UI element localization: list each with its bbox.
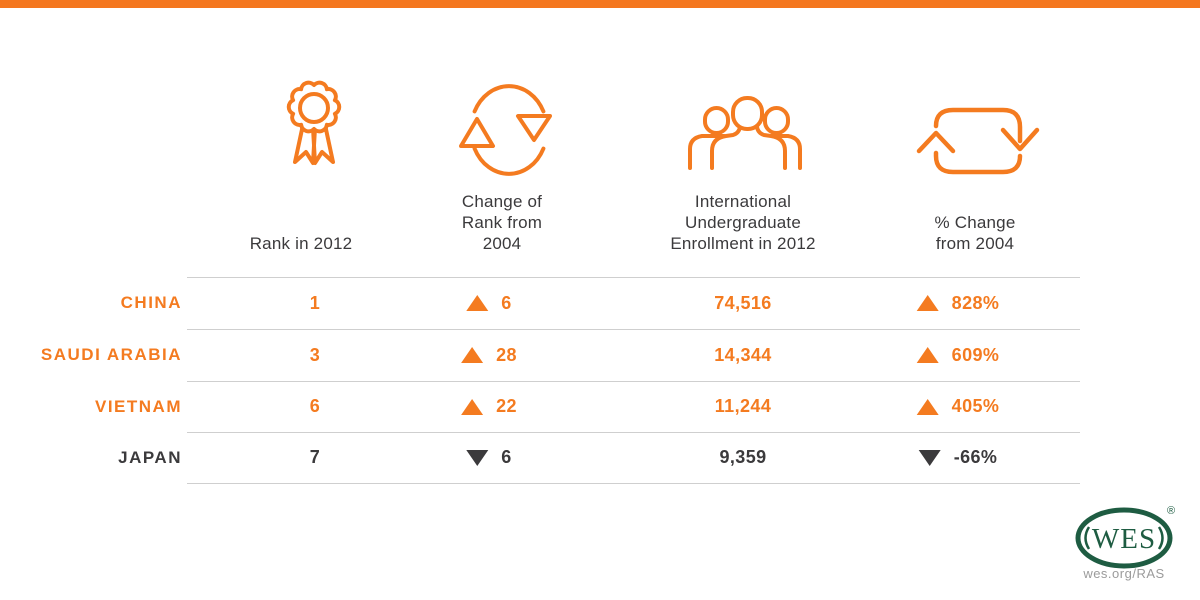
pct-change-cell: 828%: [916, 277, 1000, 329]
down-triangle-icon: [466, 449, 489, 466]
pct-change-cell: 609%: [916, 329, 1000, 381]
logo-left-paren: [1084, 526, 1091, 550]
rank-change-cell: 6: [466, 277, 511, 329]
pct-change-value: -66%: [953, 447, 998, 467]
down-triangle-icon: [918, 449, 941, 466]
pct-change-cell: -66%: [918, 432, 998, 483]
table-row-saudi-arabia: SAUDI ARABIA 3 28 14,344 609%: [0, 329, 1200, 381]
enrollment-value: 9,359: [719, 447, 767, 467]
rank-change-cell: 28: [461, 329, 517, 381]
column-header-rank-change: Change of Rank from 2004: [461, 192, 543, 253]
up-triangle-icon: [461, 398, 484, 415]
up-triangle-icon: [916, 347, 939, 363]
rank-change-value: 6: [501, 292, 512, 313]
country-label: VIETNAM: [95, 396, 182, 416]
rank-change-value: 22: [496, 396, 517, 416]
row-divider: [187, 432, 1080, 433]
pct-change-cell: 405%: [916, 381, 1000, 432]
column-header-enrollment: International Undergraduate Enrollment i…: [670, 192, 816, 253]
rank-value: 1: [309, 292, 321, 313]
country-label: SAUDI ARABIA: [40, 345, 182, 364]
award-ribbon-icon: [286, 80, 342, 165]
rank-value: 3: [309, 344, 321, 365]
rank-swap-arrows-icon: [459, 84, 552, 176]
column-header-pct-change: % Change from 2004: [934, 213, 1016, 253]
pct-change-value: 828%: [951, 292, 1000, 313]
enrollment-value: 11,244: [714, 396, 772, 416]
brand-top-bar: [0, 0, 1200, 8]
pct-change-value: 609%: [951, 344, 1000, 365]
row-divider: [187, 483, 1080, 484]
country-label: JAPAN: [118, 447, 182, 467]
up-triangle-icon: [461, 347, 484, 363]
row-divider: [187, 277, 1080, 278]
pct-change-value: 405%: [951, 396, 1000, 416]
logo-right-paren: [1157, 526, 1164, 550]
logo-wordmark: WES: [1092, 523, 1156, 555]
table-row-china: CHINA 1 6 74,516 828%: [0, 277, 1200, 329]
up-triangle-icon: [916, 398, 939, 415]
row-divider: [187, 381, 1080, 382]
rank-change-cell: 22: [461, 381, 517, 432]
enrollment-value: 14,344: [714, 344, 772, 365]
rank-change-cell: 6: [466, 432, 511, 483]
rank-change-value: 28: [496, 344, 517, 365]
rank-value: 7: [309, 447, 321, 467]
table-row-japan: JAPAN 7 6 9,359 -66%: [0, 432, 1200, 483]
people-group-icon: [688, 96, 802, 170]
wes-logo: WES ®: [1075, 505, 1175, 569]
rank-value: 6: [309, 396, 321, 416]
country-label: CHINA: [120, 293, 182, 312]
up-triangle-icon: [916, 295, 939, 311]
column-header-rank: Rank in 2012: [249, 234, 353, 253]
row-divider: [187, 329, 1080, 330]
website-url: wes.org/RAS: [1083, 566, 1165, 581]
table-row-vietnam: VIETNAM 6 22 11,244 405%: [0, 381, 1200, 432]
registered-trademark-symbol: ®: [1167, 505, 1175, 517]
enrollment-value: 74,516: [714, 292, 772, 313]
cycle-arrows-icon: [916, 107, 1040, 175]
up-triangle-icon: [466, 295, 489, 311]
rank-change-value: 6: [501, 447, 512, 467]
